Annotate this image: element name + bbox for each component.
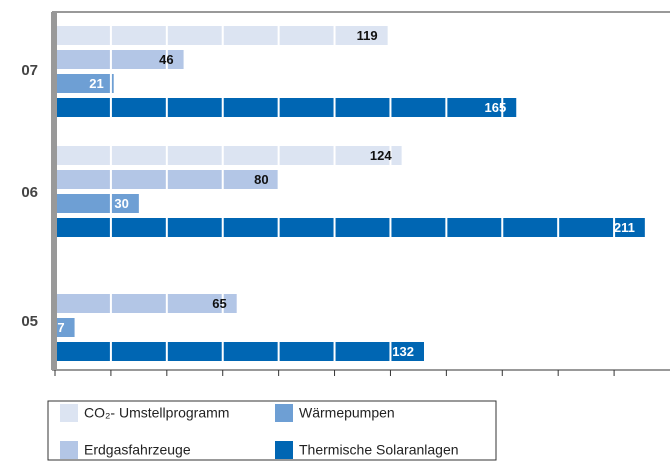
- bar: [55, 98, 517, 117]
- category-label: 06: [21, 184, 38, 201]
- legend-label: Wärmepumpen: [299, 405, 395, 421]
- legend-label: CO₂- Umstellprogramm: [84, 405, 229, 421]
- value-label: 124: [370, 148, 392, 163]
- bar: [55, 342, 424, 361]
- value-label: 80: [254, 172, 268, 187]
- value-label: 46: [159, 52, 173, 67]
- legend-label: Thermische Solaranlagen: [299, 442, 459, 458]
- bar: [55, 146, 402, 165]
- bar: [55, 318, 75, 337]
- value-label: 21: [89, 76, 103, 91]
- category-label: 07: [21, 62, 38, 79]
- bar: [55, 50, 184, 69]
- bar: [55, 74, 114, 93]
- bar: [55, 218, 645, 237]
- value-label: 132: [392, 344, 414, 359]
- legend-swatch: [60, 441, 78, 459]
- category-label: 05: [21, 313, 38, 330]
- value-label: 119: [357, 28, 378, 43]
- legend-swatch: [60, 404, 78, 422]
- legend-box: [47, 400, 497, 461]
- y-axis: [51, 12, 57, 370]
- bar: [55, 294, 237, 313]
- legend-swatch: [275, 441, 293, 459]
- bar: [55, 194, 139, 213]
- bar: [55, 26, 388, 45]
- value-label: 165: [485, 100, 507, 115]
- value-label: 30: [114, 196, 128, 211]
- value-label: 211: [614, 220, 635, 235]
- value-label: 7: [57, 320, 64, 335]
- value-label: 65: [212, 296, 226, 311]
- legend-label: Erdgasfahrzeuge: [84, 442, 191, 458]
- legend-swatch: [275, 404, 293, 422]
